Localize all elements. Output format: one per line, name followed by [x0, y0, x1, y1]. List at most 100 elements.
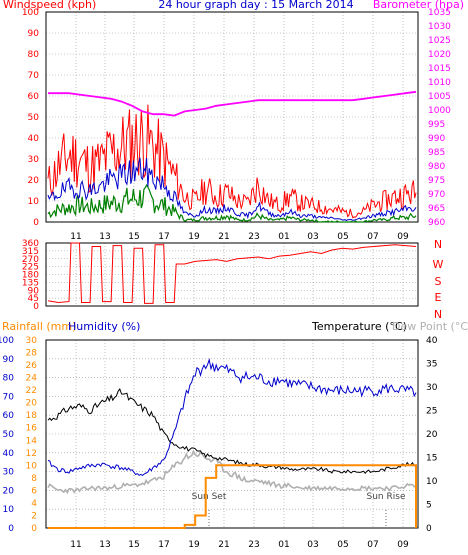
- rain-y-tick-16: 16: [26, 424, 38, 434]
- wind-x-tick-09: 09: [397, 232, 409, 242]
- wind-plot-frame: [45, 11, 419, 223]
- rainfall-axis-label: Rainfall (mm): [2, 320, 76, 333]
- dewpoint-axis-label: Dew Point (°C): [392, 320, 468, 333]
- rain-y-tick-6: 6: [31, 486, 37, 496]
- temp-x-tick-19: 19: [188, 540, 200, 550]
- dir-y-tick-135: 135: [22, 278, 39, 288]
- temp-x-tick-21: 21: [218, 540, 229, 550]
- rain-y-tick-2: 2: [31, 511, 37, 521]
- wind-y-tick-60: 60: [28, 92, 40, 102]
- temp-x-tick-05: 05: [337, 540, 348, 550]
- wind-y-tick-80: 80: [28, 50, 40, 60]
- wind-y-tick-70: 70: [28, 71, 40, 81]
- baro-y-tick-990: 990: [428, 134, 445, 144]
- wind-average-series: [47, 157, 417, 222]
- baro-y-tick-1030: 1030: [428, 22, 451, 32]
- direction-plot-frame: [45, 242, 419, 307]
- dir-y-tick-315: 315: [22, 247, 39, 257]
- temp-y-tick-15: 15: [426, 454, 437, 464]
- dir-y-tick-90: 90: [28, 286, 40, 296]
- temp-x-tick-13: 13: [99, 540, 110, 550]
- dir-y-tick-225: 225: [22, 263, 39, 273]
- humidity-y-tick-70: 70: [3, 392, 15, 402]
- rain-y-tick-8: 8: [31, 474, 37, 484]
- wind-x-tick-11: 11: [70, 232, 81, 242]
- humidity-axis-label: Humidity (%): [68, 320, 140, 333]
- humidity-y-tick-40: 40: [3, 449, 15, 459]
- rain-y-tick-14: 14: [26, 436, 38, 446]
- sunrise-label: Sun Rise: [367, 492, 406, 502]
- humidity-y-tick-50: 50: [3, 430, 15, 440]
- wind-y-tick-20: 20: [28, 176, 40, 186]
- baro-y-tick-965: 965: [428, 204, 445, 214]
- temp-y-tick-30: 30: [426, 383, 438, 393]
- wind-y-tick-50: 50: [28, 113, 40, 123]
- compass-label-1: W: [433, 258, 444, 271]
- rain-y-tick-18: 18: [26, 411, 38, 421]
- temp-y-tick-10: 10: [426, 477, 438, 487]
- chart-title: 24 hour graph day : 15 March 2014: [158, 0, 353, 11]
- wind-x-tick-05: 05: [337, 232, 348, 242]
- wind-x-tick-17: 17: [158, 232, 169, 242]
- wind-x-tick-21: 21: [218, 232, 229, 242]
- barometer-axis-label: Barometer (hpa): [373, 0, 464, 11]
- temperature-axis-label: Temperature (°C): [311, 320, 407, 333]
- temp-x-tick-11: 11: [70, 540, 81, 550]
- rain-y-tick-20: 20: [26, 399, 38, 409]
- wind-gust-series: [47, 104, 417, 219]
- compass-label-3: E: [435, 291, 442, 304]
- rain-y-tick-30: 30: [26, 336, 38, 346]
- wind-x-tick-19: 19: [188, 232, 200, 242]
- wind-y-tick-10: 10: [28, 197, 40, 207]
- temp-y-tick-40: 40: [426, 336, 438, 346]
- rain-y-tick-26: 26: [26, 361, 38, 371]
- wind-x-tick-15: 15: [128, 232, 139, 242]
- compass-label-0: N: [434, 238, 442, 251]
- temp-x-tick-01: 01: [278, 540, 289, 550]
- compass-label-4: N: [434, 308, 442, 321]
- wind-low-series: [47, 183, 417, 223]
- baro-y-tick-960: 960: [428, 218, 445, 228]
- baro-y-tick-980: 980: [428, 162, 445, 172]
- wind-x-tick-03: 03: [307, 232, 318, 242]
- baro-y-tick-1025: 1025: [428, 36, 451, 46]
- rain-y-tick-22: 22: [26, 386, 37, 396]
- humidity-y-tick-90: 90: [3, 355, 15, 365]
- dewpoint-series: [47, 449, 417, 495]
- baro-y-tick-1035: 1035: [428, 8, 451, 18]
- baro-y-tick-985: 985: [428, 148, 445, 158]
- baro-y-tick-1005: 1005: [428, 92, 451, 102]
- humidity-y-tick-30: 30: [3, 468, 15, 478]
- baro-y-tick-1015: 1015: [428, 64, 451, 74]
- wind-y-tick-100: 100: [22, 8, 39, 18]
- wind-y-tick-90: 90: [28, 29, 40, 39]
- dir-y-tick-270: 270: [22, 255, 39, 265]
- wind-x-tick-01: 01: [278, 232, 289, 242]
- humidity-y-tick-0: 0: [8, 524, 14, 534]
- temp-plot-frame: [45, 339, 419, 529]
- dir-y-tick-45: 45: [28, 294, 39, 304]
- humidity-y-tick-10: 10: [3, 505, 15, 515]
- rain-y-tick-10: 10: [26, 461, 38, 471]
- rain-y-tick-12: 12: [26, 449, 37, 459]
- humidity-y-tick-100: 100: [0, 336, 14, 346]
- rainfall-series: [48, 464, 417, 529]
- rain-y-tick-0: 0: [31, 524, 37, 534]
- humidity-series: [47, 357, 417, 477]
- humidity-y-tick-20: 20: [3, 486, 15, 496]
- baro-y-tick-1020: 1020: [428, 50, 451, 60]
- baro-y-tick-975: 975: [428, 176, 445, 186]
- temp-y-tick-35: 35: [426, 360, 437, 370]
- humidity-y-tick-60: 60: [3, 411, 15, 421]
- temp-x-tick-09: 09: [397, 540, 409, 550]
- temp-y-tick-25: 25: [426, 407, 437, 417]
- temp-y-tick-0: 0: [426, 524, 432, 534]
- dir-y-tick-180: 180: [22, 271, 39, 281]
- rain-y-tick-4: 4: [31, 499, 37, 509]
- temp-x-tick-15: 15: [128, 540, 139, 550]
- temp-y-tick-20: 20: [426, 430, 438, 440]
- barometer-series: [48, 90, 417, 117]
- wind-y-tick-30: 30: [28, 155, 40, 165]
